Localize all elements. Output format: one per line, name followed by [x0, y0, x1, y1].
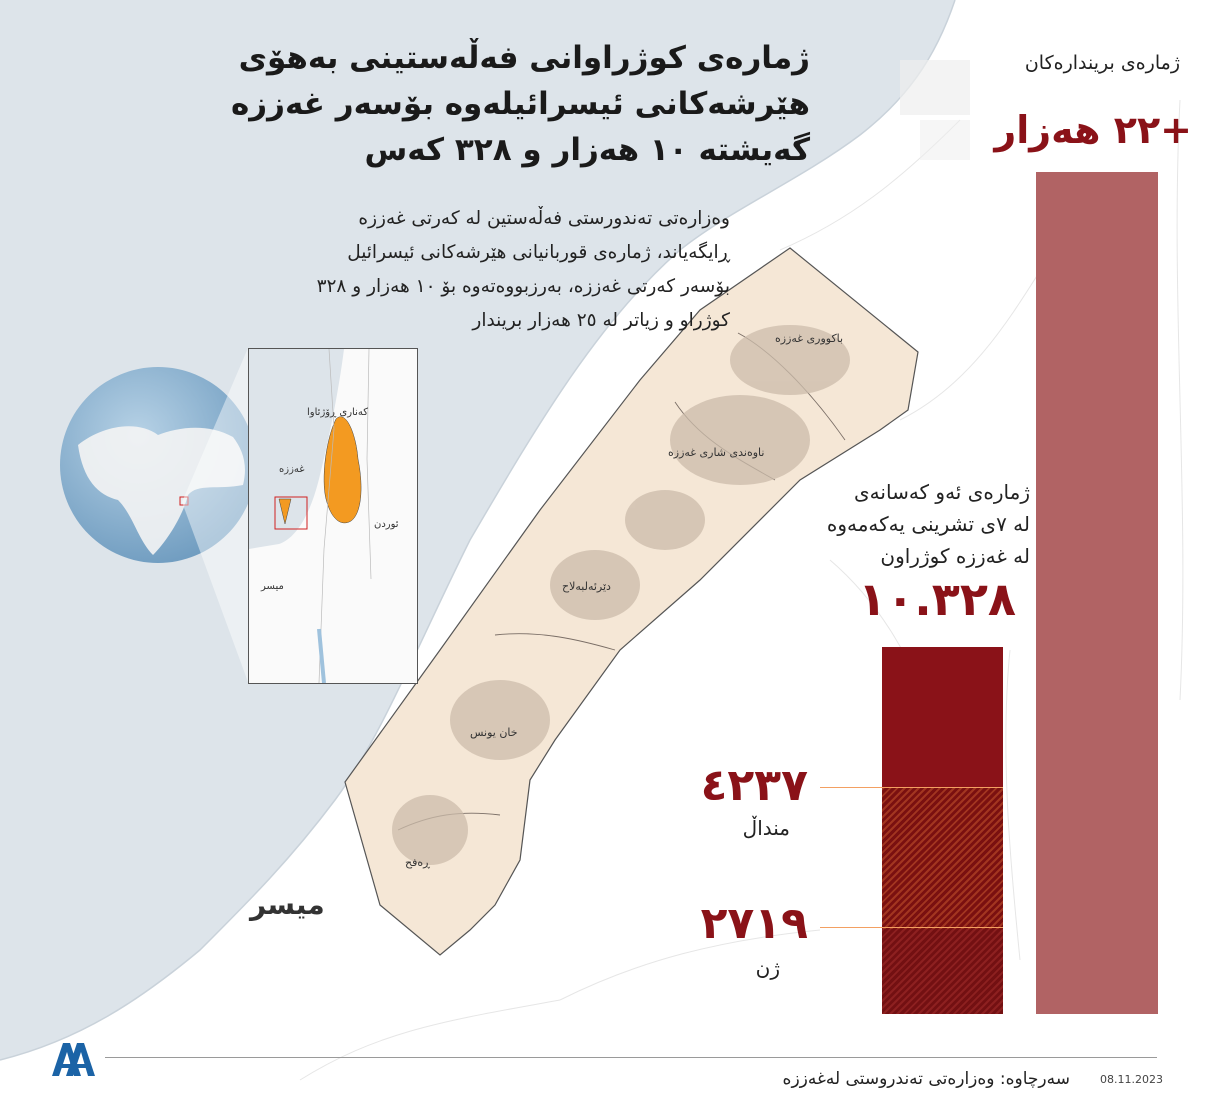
women-connector: [820, 927, 1003, 928]
inset-label-west-bank: کەناری ڕۆژئاوا: [307, 407, 368, 418]
description-line-1: وەزارەتی تەندورستی فەڵەستین لە کەرتی غەز…: [358, 208, 730, 229]
region-label-north: باکووری غەززە: [775, 332, 844, 345]
women-label: ژن: [755, 956, 780, 980]
description-line-3: بۆسەر کەرتی غەززە، بەرزبووەتەوە بۆ ١٠ هە…: [316, 276, 730, 297]
wounded-label: ژمارەی برینداره‌کان: [1024, 52, 1180, 74]
description-line-4: کوژراو و زیاتر لە ٢٥ هەزار بریندار: [472, 310, 730, 331]
wounded-bar: [1036, 172, 1158, 1014]
aa-logo: [50, 1040, 95, 1078]
children-segment: [882, 788, 1003, 929]
children-label: منداڵ: [742, 816, 790, 840]
inset-map: کەناری ڕۆژئاوا غەززە ئوردن میسر: [248, 348, 418, 684]
killed-label-line-1: ژمارەی ئەو کەسانەی: [854, 480, 1030, 504]
title-line-1: ژمارەی کوژراوانی فەڵەستینی بەهۆی: [238, 40, 810, 76]
killed-value: ١٠.٣٢٨: [858, 572, 1016, 626]
inset-label-egypt: میسر: [261, 581, 284, 592]
region-label-city: ناوەندی شاری غەززە: [668, 446, 765, 459]
killed-label-line-3: لە غەززە کوژراون: [880, 544, 1030, 568]
inset-map-drawing: [249, 349, 372, 683]
globe-locator: [60, 367, 256, 563]
inset-label-jordan: ئوردن: [374, 519, 399, 530]
aa-logo-icon: [52, 1043, 95, 1076]
egypt-label: میسر: [250, 888, 325, 921]
region-label-deir: دێرئەلبەلاح: [562, 580, 611, 593]
region-label-khan: خان یونس: [470, 726, 518, 739]
women-value: ٢٧١٩: [700, 898, 808, 949]
region-label-rafah: ڕەفح: [405, 856, 430, 869]
footer-source: سەرچاوە: وەزارەتی تەندروستی لەغەززە: [782, 1069, 1070, 1089]
killed-label-line-2: لە ٧ی تشرینی یەکەمەوە: [826, 512, 1030, 536]
description-line-2: ڕایگەیاند، ژمارەی قوربانیانی هێرشەکانی ئ…: [347, 242, 730, 263]
inset-connector: [182, 348, 248, 682]
title-line-2: هێرشەکانی ئیسرائیلەوە بۆسەر غەززە: [230, 86, 810, 122]
women-segment: [882, 929, 1003, 1014]
wounded-value: +٢٢ هەزار: [994, 108, 1192, 152]
mediterranean-sea: [0, 0, 955, 1060]
footer-divider: [105, 1057, 1157, 1058]
children-connector: [820, 787, 1003, 788]
children-value: ٤٢٣٧: [700, 760, 808, 811]
title-line-3: گەیشتە ١٠ هەزار و ٣٢٨ کەس: [364, 132, 810, 168]
inset-label-gaza: غەززە: [279, 464, 305, 475]
footer-date: 08.11.2023: [1100, 1073, 1163, 1086]
